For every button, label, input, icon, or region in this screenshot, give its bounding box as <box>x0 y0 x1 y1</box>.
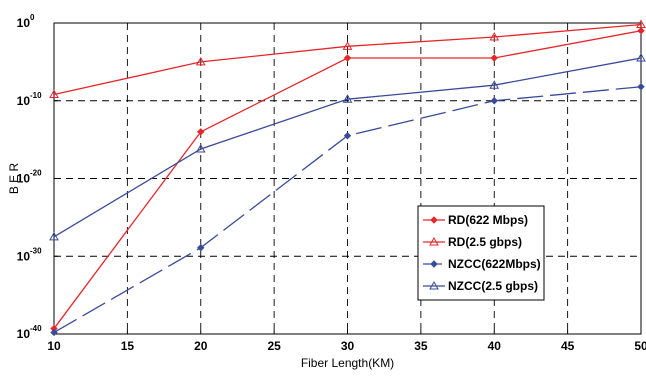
data-point-marker <box>49 231 59 241</box>
data-point-marker <box>50 328 58 337</box>
series-RD(622 Mbps) <box>50 27 645 333</box>
x-tick-label: 15 <box>121 339 135 353</box>
legend-item: NZCC(622Mbps) <box>423 257 541 271</box>
y-tick-exponent: -30 <box>30 246 42 255</box>
legend-item: NZCC(2.5 gbps) <box>423 279 538 293</box>
legend-item: RD(622 Mbps) <box>423 213 528 227</box>
data-point-marker <box>342 94 353 103</box>
data-point-marker <box>490 54 498 62</box>
data-point-marker <box>489 31 500 41</box>
data-point-marker <box>637 83 645 91</box>
data-point-marker <box>197 243 205 252</box>
data-point-marker <box>197 128 205 136</box>
x-tick-label: 35 <box>414 339 428 353</box>
legend-box <box>417 205 545 301</box>
series-NZCC(2.5 gbps) <box>49 52 646 241</box>
series-line <box>53 57 642 238</box>
data-point-marker <box>343 54 352 62</box>
legend-marker <box>430 260 438 268</box>
x-tick-label: 50 <box>634 339 646 353</box>
y-tick-label: 10 <box>17 249 31 263</box>
x-tick-label: 10 <box>47 339 61 353</box>
y-axis-label: B E R <box>7 162 21 194</box>
data-point-marker <box>195 143 206 153</box>
legend-label: RD(622 Mbps) <box>448 213 528 227</box>
legend-item: RD(2.5 gbps) <box>423 235 522 249</box>
data-point-marker <box>637 27 645 35</box>
data-point-marker <box>343 132 352 140</box>
legend-marker <box>429 280 439 290</box>
legend-label: RD(2.5 gbps) <box>448 235 522 249</box>
y-tick-exponent: -10 <box>30 91 42 100</box>
x-tick-labels: 10 15 20 25 30 35 40 45 50 <box>47 330 646 353</box>
data-point-marker <box>489 80 500 89</box>
y-tick-label: 10 <box>17 172 31 186</box>
y-tick-label: 10 <box>17 327 31 341</box>
x-axis-label: Fiber Length(KM) <box>301 356 394 370</box>
y-tick-exponent: -20 <box>30 169 42 178</box>
legend-marker <box>429 236 439 246</box>
series-NZCC(622Mbps) <box>50 83 645 337</box>
x-tick-label: 40 <box>488 339 502 353</box>
x-tick-label: 30 <box>341 339 355 353</box>
data-point-marker <box>49 89 59 99</box>
data-point-marker <box>490 97 498 105</box>
data-point-marker <box>195 56 206 66</box>
series-RD(2.5 gbps) <box>49 19 646 99</box>
legend-marker <box>430 216 438 224</box>
y-tick-exponent: 0 <box>30 13 35 22</box>
x-tick-label: 20 <box>194 339 208 353</box>
y-tick-label: 10 <box>17 94 31 108</box>
legend-label: NZCC(2.5 gbps) <box>448 279 538 293</box>
y-tick-label: 10 <box>17 16 31 30</box>
data-point-marker <box>636 19 646 29</box>
legend-label: NZCC(622Mbps) <box>448 257 541 271</box>
series-line <box>53 23 642 96</box>
legend: RD(622 Mbps) RD(2.5 gbps) NZCC(622Mbps) NZC… <box>417 205 545 301</box>
data-point-marker <box>636 52 646 62</box>
x-tick-label: 45 <box>561 339 575 353</box>
x-tick-label: 25 <box>267 339 281 353</box>
grid <box>54 23 641 334</box>
series-layer <box>49 19 646 337</box>
data-point-marker <box>342 41 353 50</box>
y-tick-exponent: -40 <box>30 324 42 333</box>
